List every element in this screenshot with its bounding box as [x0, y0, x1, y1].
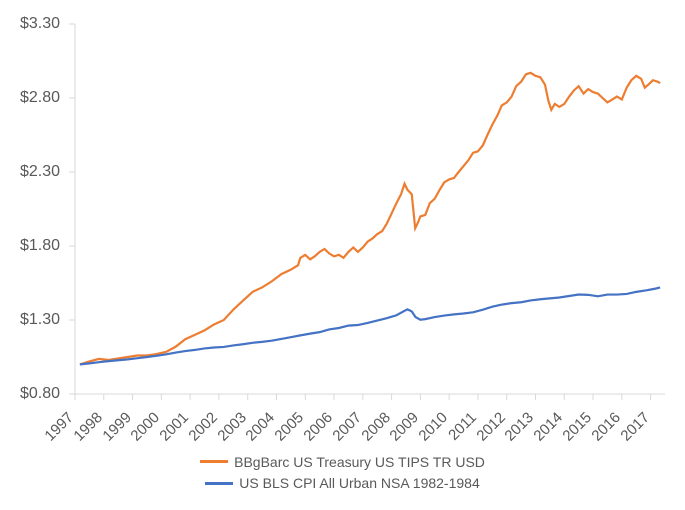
y-tick-label: $3.30	[20, 15, 60, 33]
y-tick-label: $2.80	[20, 89, 60, 107]
legend: BBgBarc US Treasury US TIPS TR USD US BL…	[0, 450, 685, 493]
chart-container: $0.80$1.30$1.80$2.30$2.80$3.30 199719981…	[0, 0, 685, 510]
legend-swatch-tips	[200, 460, 228, 463]
legend-label-tips: BBgBarc US Treasury US TIPS TR USD	[234, 454, 485, 470]
y-tick-label: $0.80	[20, 385, 60, 403]
y-tick-label: $2.30	[20, 163, 60, 181]
y-tick-label: $1.80	[20, 237, 60, 255]
legend-item-tips: BBgBarc US Treasury US TIPS TR USD	[200, 454, 485, 470]
legend-item-cpi: US BLS CPI All Urban NSA 1982-1984	[205, 475, 479, 491]
legend-swatch-cpi	[205, 482, 233, 485]
y-tick-label: $1.30	[20, 311, 60, 329]
legend-label-cpi: US BLS CPI All Urban NSA 1982-1984	[239, 475, 479, 491]
